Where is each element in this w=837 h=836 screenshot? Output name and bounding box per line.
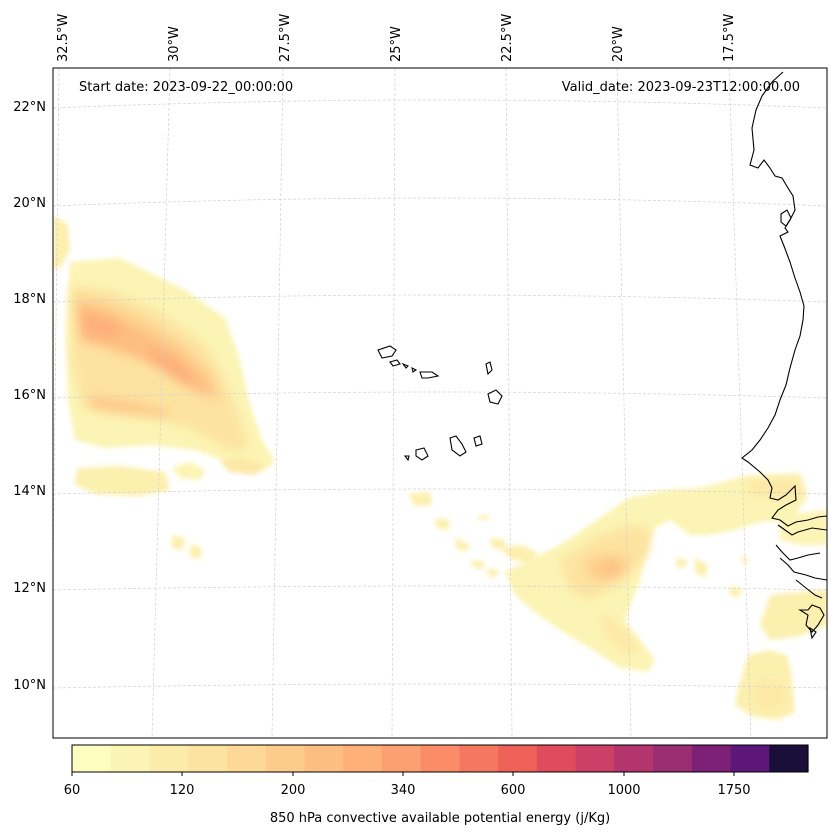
colorbar-swatch — [730, 745, 770, 772]
gambia-senegal-coast — [775, 524, 827, 640]
lat-label: 10°N — [13, 678, 46, 693]
colorbar-swatch — [614, 745, 654, 772]
colorbar-ticks — [71, 772, 735, 776]
lon-label: 22.5°W — [500, 14, 515, 62]
valid-date-label: Valid_date: 2023-09-23T12:00:00.00 — [562, 80, 800, 95]
lat-label: 12°N — [13, 581, 46, 596]
colorbar-swatch — [110, 745, 151, 772]
colorbar-tick-label: 1000 — [607, 783, 640, 798]
island-cape-verde-mainland — [780, 209, 792, 227]
lat-label: 20°N — [13, 196, 46, 211]
colorbar-swatch — [691, 745, 732, 772]
lon-label: 25°W — [389, 26, 404, 62]
colorbar-swatch — [575, 745, 615, 772]
colorbar-swatch — [149, 745, 189, 772]
colorbar-swatch — [226, 745, 267, 772]
latitude-labels: 22°N 20°N 18°N 16°N 14°N 12°N 10°N — [13, 100, 46, 693]
colorbar-tick-label: 340 — [391, 783, 416, 798]
colorbar-tick-label: 200 — [281, 783, 306, 798]
colorbar-swatch — [343, 745, 383, 772]
gridlines — [53, 68, 827, 738]
colorbar-tick-labels: 60 120 200 340 600 1000 1750 — [64, 783, 751, 798]
colorbar-swatch — [498, 745, 538, 772]
lat-label: 18°N — [13, 292, 46, 307]
start-date-label: Start date: 2023-09-22_00:00:00 — [79, 80, 293, 95]
lat-label: 14°N — [13, 484, 46, 499]
map-frame — [52, 67, 828, 739]
cape-verde-islands — [377, 345, 503, 462]
lon-label: 17.5°W — [722, 14, 737, 62]
colorbar-swatch — [459, 745, 499, 772]
lat-label: 22°N — [13, 100, 46, 115]
map-content — [53, 68, 827, 738]
lon-label: 20°W — [611, 26, 626, 62]
colorbar-tick-label: 600 — [501, 783, 526, 798]
colorbar-swatch — [536, 745, 577, 772]
colorbar — [72, 745, 809, 772]
colorbar-swatch — [265, 745, 306, 772]
colorbar-swatch — [653, 745, 693, 772]
lon-label: 27.5°W — [278, 14, 293, 62]
colorbar-swatch — [769, 745, 809, 772]
colorbar-tick-label: 60 — [64, 783, 81, 798]
colorbar-swatch — [72, 745, 112, 772]
lat-label: 16°N — [13, 388, 46, 403]
colorbar-swatch — [381, 745, 422, 772]
colorbar-title: 850 hPa convective available potential e… — [270, 811, 610, 826]
lon-label: 32.5°W — [56, 14, 71, 62]
colorbar-swatch — [304, 745, 344, 772]
colorbar-tick-label: 1750 — [717, 783, 750, 798]
cape-shading — [53, 215, 827, 720]
colorbar-tick-label: 120 — [170, 783, 195, 798]
lon-label: 30°W — [167, 26, 182, 62]
longitude-labels: 32.5°W 30°W 27.5°W 25°W 22.5°W 20°W 17.5… — [56, 14, 737, 62]
african-coastline — [741, 71, 827, 527]
colorbar-swatch — [420, 745, 460, 772]
colorbar-swatch — [188, 745, 228, 772]
colorbar-frame — [71, 744, 809, 773]
